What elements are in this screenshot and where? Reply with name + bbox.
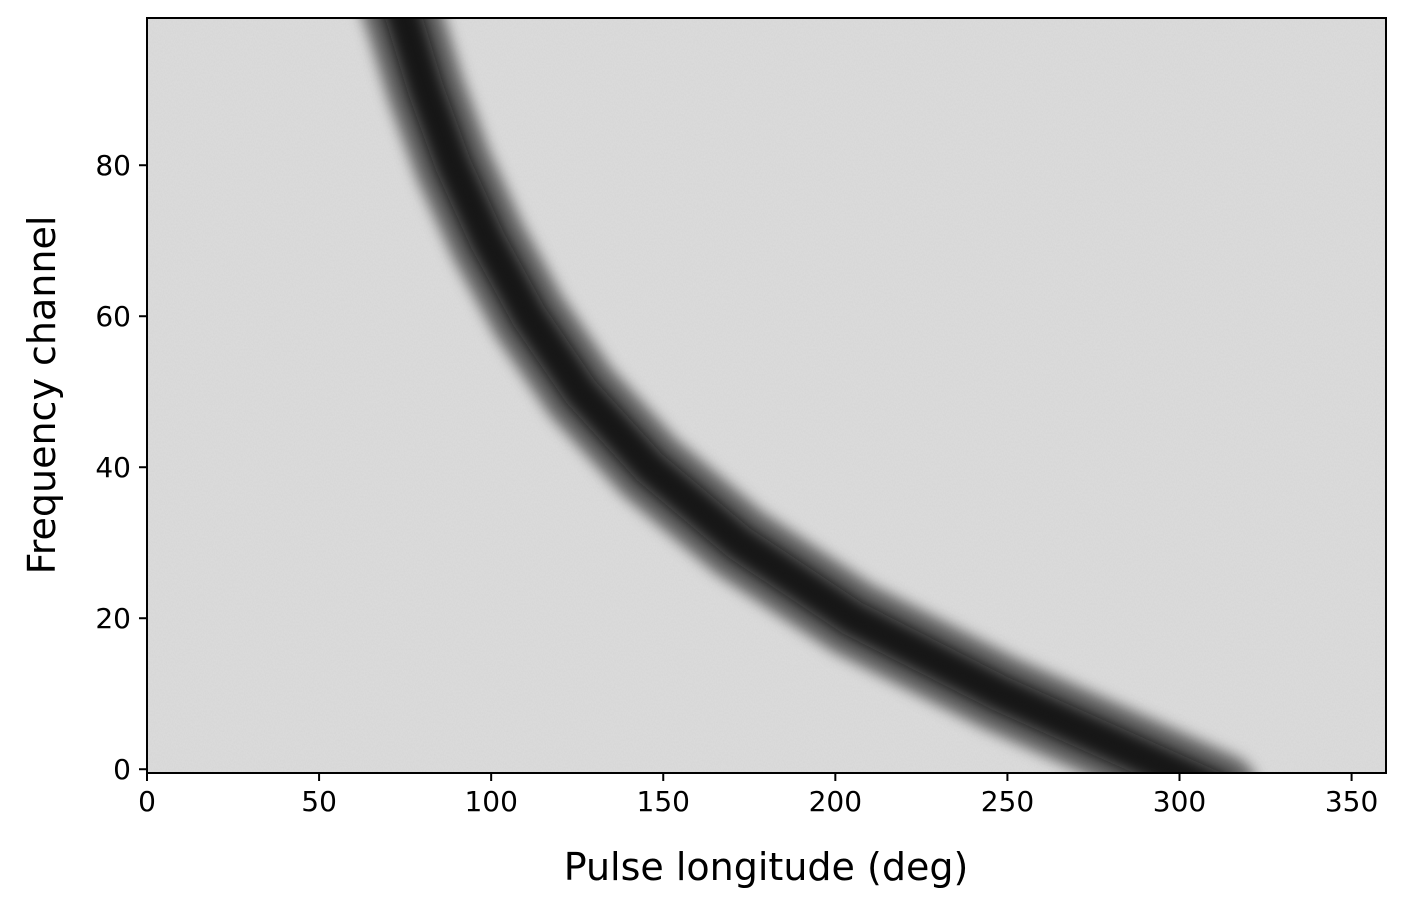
plot-area [147,18,1386,773]
y-tick-label: 20 [95,602,131,635]
axes-frame [146,17,1387,774]
x-tick-label: 0 [138,785,156,818]
pulse-peak-point [425,89,427,91]
pulse-peak-point [452,164,454,166]
y-tick-label: 40 [95,451,131,484]
pulse-peak-point [580,391,582,393]
x-axis-title: Pulse longitude (deg) [564,845,969,889]
x-tick-label: 150 [637,785,690,818]
x-tick-label: 300 [1153,785,1206,818]
pulse-core [384,18,1222,773]
pulse-track [363,18,1254,773]
x-tick-label: 250 [981,785,1034,818]
y-tick-label: 0 [113,753,131,786]
x-tick-label: 200 [809,785,862,818]
x-axis: 0 50 100 150 200 250 300 350 [138,773,1378,818]
pulse-peak-point [1168,768,1170,770]
x-tick-label: 50 [301,785,337,818]
y-tick-label: 60 [95,300,131,333]
pulse-peak-point [487,240,489,242]
pulse-peak-point [649,466,651,468]
pulse-peak-point [404,21,406,23]
pulse-peak-point [852,617,854,619]
y-tick-label: 80 [95,149,131,182]
pulse-peak-point [738,542,740,544]
pulse-peak-point [1000,693,1002,695]
x-tick-label: 100 [464,785,517,818]
y-axis-title: Frequency channel [20,216,64,575]
heatmap-noise [147,18,1386,773]
pulse-peak-point [528,315,530,317]
y-axis: 0 20 40 60 80 [95,149,147,786]
x-tick-label: 350 [1325,785,1378,818]
